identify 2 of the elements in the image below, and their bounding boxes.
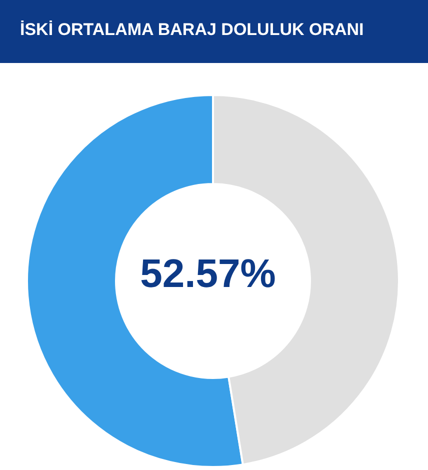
chart-title: İSKİ ORTALAMA BARAJ DOLULUK ORANI	[20, 20, 364, 40]
text: 52.57%	[139, 252, 277, 297]
